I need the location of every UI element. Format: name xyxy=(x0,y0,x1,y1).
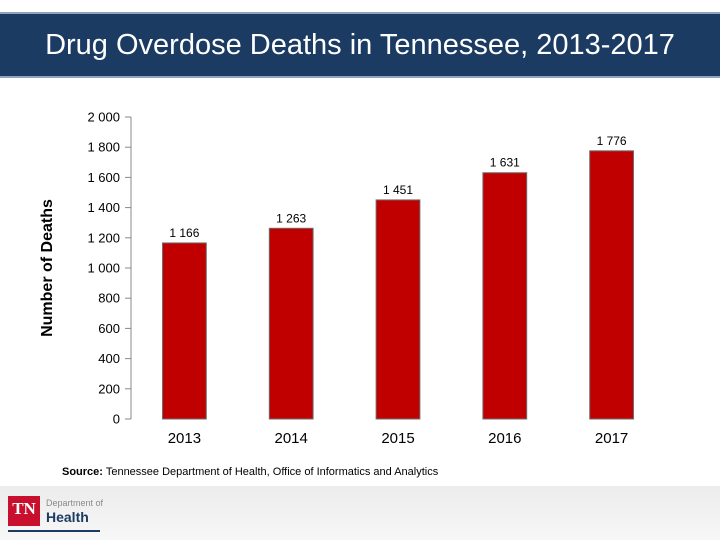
data-label-2017: 1 776 xyxy=(597,134,627,148)
bar-2014 xyxy=(268,227,314,420)
y-axis-title: Number of Deaths xyxy=(39,199,56,337)
y-tick-label: 800 xyxy=(98,291,120,306)
x-tick-label-2016: 2016 xyxy=(488,430,521,447)
footer: TN Department of Health xyxy=(0,486,720,540)
x-tick-label-2014: 2014 xyxy=(275,430,308,447)
data-label-2013: 1 166 xyxy=(169,226,199,240)
y-tick-label: 0 xyxy=(113,412,120,427)
logo-department-text: Department of xyxy=(46,498,104,508)
tn-logo: TN xyxy=(8,496,40,526)
y-tick-label: 1 800 xyxy=(87,140,120,155)
y-tick-label: 1 200 xyxy=(87,230,120,245)
source-note: Source: Tennessee Department of Health, … xyxy=(62,466,438,478)
y-tick-label: 1 000 xyxy=(87,261,120,276)
x-tick-label-2017: 2017 xyxy=(595,430,628,447)
y-tick-label: 1 400 xyxy=(87,200,120,215)
logo-underline xyxy=(8,530,100,532)
bar-chart: 0 200 400 600 800 1 000 1 200 1 400 1 600 1 800 2 … xyxy=(39,110,634,447)
source-label: Source: xyxy=(62,466,103,478)
title-bar: Drug Overdose Deaths in Tennessee, 2013-… xyxy=(0,12,720,78)
data-label-2016: 1 631 xyxy=(490,156,520,170)
data-label-2015: 1 451 xyxy=(383,183,413,197)
bar-2013 xyxy=(162,242,207,420)
source-text: Tennessee Department of Health, Office o… xyxy=(105,466,439,478)
bar-2016 xyxy=(482,172,528,420)
x-tick-label-2015: 2015 xyxy=(381,430,414,447)
logo-health-text: Health xyxy=(46,509,89,525)
y-tick-label: 600 xyxy=(98,321,120,336)
y-tick-label: 1 600 xyxy=(87,170,120,185)
bar-2015 xyxy=(375,199,421,420)
tn-logo-mark: TN xyxy=(12,499,36,518)
data-label-2014: 1 263 xyxy=(276,211,306,225)
page-title: Drug Overdose Deaths in Tennessee, 2013-… xyxy=(45,29,675,61)
bar-2017 xyxy=(589,150,634,420)
y-tick-label: 2 000 xyxy=(87,110,120,125)
x-tick-label-2013: 2013 xyxy=(168,430,201,447)
y-tick-label: 400 xyxy=(98,351,120,366)
y-tick-label: 200 xyxy=(98,381,120,396)
